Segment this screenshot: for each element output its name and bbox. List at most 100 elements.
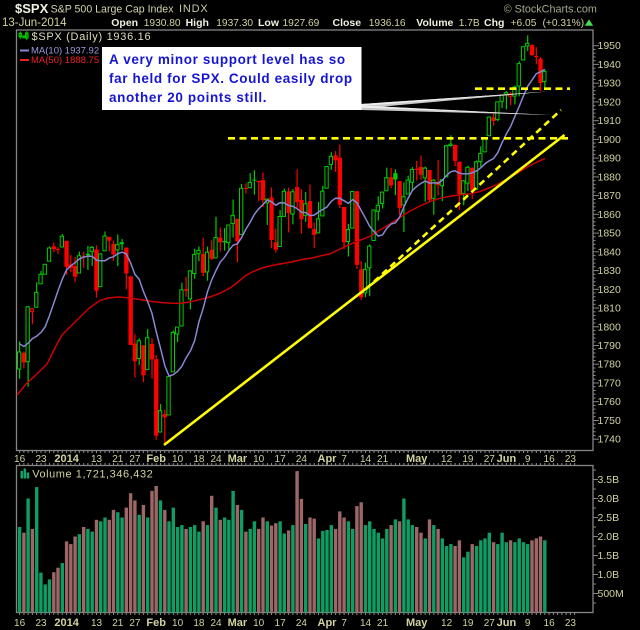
svg-text:Feb: Feb <box>146 453 166 465</box>
svg-text:12: 12 <box>441 454 453 465</box>
svg-text:17: 17 <box>275 454 287 465</box>
svg-text:27: 27 <box>484 454 496 465</box>
svg-text:2014: 2014 <box>54 453 79 465</box>
svg-text:1910: 1910 <box>598 115 622 127</box>
svg-text:Apr: Apr <box>318 617 338 629</box>
svg-text:12: 12 <box>441 618 453 629</box>
svg-text:10: 10 <box>172 618 184 629</box>
svg-text:18: 18 <box>193 618 205 629</box>
svg-text:1850: 1850 <box>598 228 622 240</box>
svg-text:1760: 1760 <box>598 396 622 408</box>
svg-text:Volume: Volume <box>416 17 453 29</box>
svg-text:1810: 1810 <box>598 303 622 315</box>
svg-text:© StockCharts.com: © StockCharts.com <box>504 4 597 16</box>
svg-text:1.0B: 1.0B <box>598 569 620 581</box>
svg-text:Apr: Apr <box>318 453 338 465</box>
svg-text:21: 21 <box>112 454 124 465</box>
svg-text:1937.30: 1937.30 <box>216 18 253 29</box>
svg-text:High: High <box>186 17 209 29</box>
svg-text:13: 13 <box>91 618 103 629</box>
svg-text:1780: 1780 <box>598 359 622 371</box>
svg-text:7: 7 <box>341 618 347 629</box>
svg-text:17: 17 <box>275 618 287 629</box>
svg-text:24: 24 <box>210 618 222 629</box>
svg-text:1830: 1830 <box>598 265 622 277</box>
svg-text:24: 24 <box>296 454 308 465</box>
svg-text:9: 9 <box>525 618 531 629</box>
svg-text:1800: 1800 <box>598 321 622 333</box>
svg-text:(+0.31%): (+0.31%) <box>543 18 585 29</box>
svg-text:1930: 1930 <box>598 78 622 90</box>
svg-text:1940: 1940 <box>598 59 622 71</box>
svg-text:14: 14 <box>360 454 372 465</box>
svg-text:S&P 500 Large Cap Index: S&P 500 Large Cap Index <box>51 4 175 16</box>
svg-text:1880: 1880 <box>598 171 622 183</box>
svg-text:10: 10 <box>253 454 265 465</box>
svg-text:1.5B: 1.5B <box>598 550 620 562</box>
svg-text:Mar: Mar <box>228 617 248 629</box>
svg-text:16: 16 <box>14 618 26 629</box>
svg-text:23: 23 <box>35 454 47 465</box>
svg-text:$SPX (Daily) 1936.16: $SPX (Daily) 1936.16 <box>32 31 152 43</box>
svg-text:1930.80: 1930.80 <box>144 18 181 29</box>
svg-text:3.5B: 3.5B <box>598 474 620 486</box>
svg-text:13: 13 <box>91 454 103 465</box>
svg-text:23: 23 <box>35 618 47 629</box>
svg-text:24: 24 <box>296 618 308 629</box>
svg-text:1936.16: 1936.16 <box>369 18 406 29</box>
svg-text:A very minor support level has: A very minor support level has so <box>109 52 346 67</box>
svg-text:27: 27 <box>129 618 141 629</box>
svg-text:Chg: Chg <box>484 17 504 29</box>
svg-text:1840: 1840 <box>598 246 622 258</box>
svg-text:Low: Low <box>258 17 280 29</box>
svg-text:Open: Open <box>111 17 138 29</box>
svg-text:23: 23 <box>565 454 577 465</box>
svg-text:23: 23 <box>565 618 577 629</box>
svg-text:24: 24 <box>210 454 222 465</box>
svg-text:+6.05: +6.05 <box>511 18 537 29</box>
svg-text:10: 10 <box>172 454 184 465</box>
svg-text:1950: 1950 <box>598 40 622 52</box>
svg-text:1750: 1750 <box>598 415 622 427</box>
svg-text:9: 9 <box>525 454 531 465</box>
svg-text:Close: Close <box>333 17 362 29</box>
svg-text:1770: 1770 <box>598 378 622 390</box>
svg-text:Mar: Mar <box>228 453 248 465</box>
svg-text:1920: 1920 <box>598 96 622 108</box>
svg-text:1870: 1870 <box>598 190 622 202</box>
svg-text:INDX: INDX <box>179 3 208 15</box>
svg-text:MA(10) 1937.92: MA(10) 1937.92 <box>31 46 99 57</box>
svg-text:10: 10 <box>253 618 265 629</box>
svg-text:1790: 1790 <box>598 340 622 352</box>
svg-text:21: 21 <box>112 618 124 629</box>
svg-text:1927.69: 1927.69 <box>283 18 320 29</box>
svg-text:16: 16 <box>14 454 26 465</box>
svg-text:1900: 1900 <box>598 134 622 146</box>
svg-text:Feb: Feb <box>146 617 166 629</box>
svg-text:14: 14 <box>360 618 372 629</box>
svg-text:18: 18 <box>193 454 205 465</box>
svg-text:16: 16 <box>544 618 556 629</box>
svg-text:1860: 1860 <box>598 209 622 221</box>
svg-text:1740: 1740 <box>598 434 622 446</box>
svg-text:2.0B: 2.0B <box>598 531 620 543</box>
svg-text:1820: 1820 <box>598 284 622 296</box>
svg-text:27: 27 <box>129 454 141 465</box>
svg-text:3.0B: 3.0B <box>598 493 620 505</box>
svg-text:1.7B: 1.7B <box>459 18 480 29</box>
svg-text:21: 21 <box>377 454 389 465</box>
svg-text:500M: 500M <box>598 588 624 600</box>
svg-text:another 20 points still.: another 20 points still. <box>109 90 267 105</box>
svg-text:1890: 1890 <box>598 153 622 165</box>
svg-text:19: 19 <box>462 618 474 629</box>
svg-text:2.5B: 2.5B <box>598 512 620 524</box>
svg-text:Volume 1,721,346,432: Volume 1,721,346,432 <box>32 469 153 481</box>
svg-text:16: 16 <box>544 454 556 465</box>
svg-text:13-Jun-2014: 13-Jun-2014 <box>2 17 67 29</box>
svg-text:May: May <box>406 617 428 629</box>
svg-text:2014: 2014 <box>54 617 79 629</box>
svg-text:May: May <box>406 453 428 465</box>
svg-text:27: 27 <box>484 618 496 629</box>
svg-text:7: 7 <box>341 454 347 465</box>
svg-text:MA(50) 1888.75: MA(50) 1888.75 <box>31 55 99 66</box>
